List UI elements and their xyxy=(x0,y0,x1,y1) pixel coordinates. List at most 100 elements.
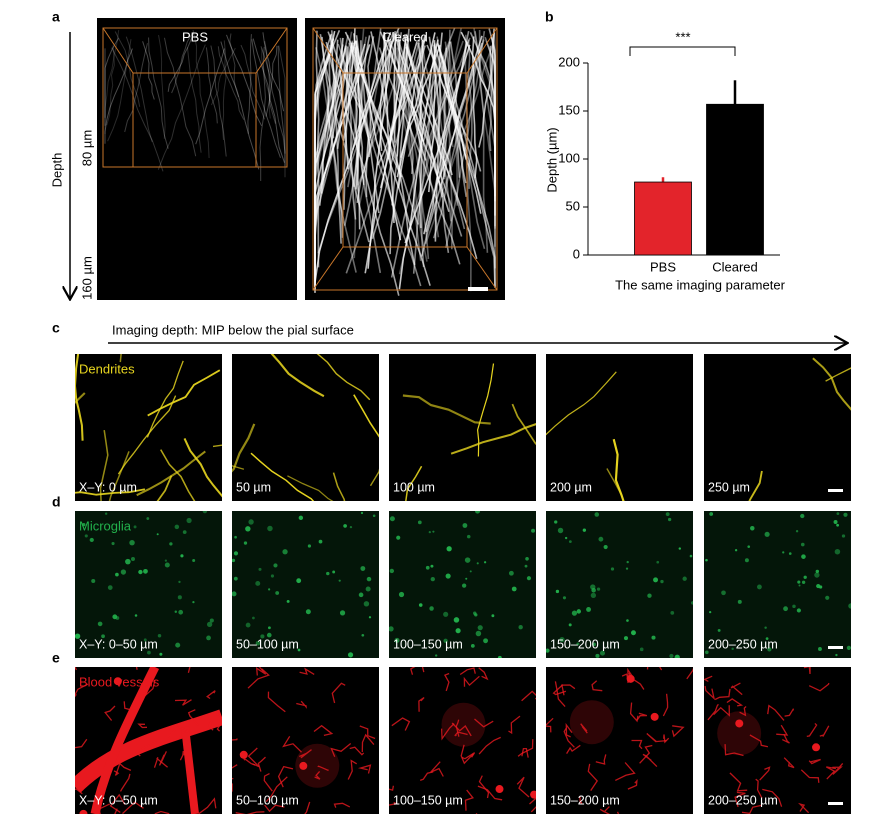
cell xyxy=(143,568,148,574)
panel-letter: c xyxy=(52,320,60,336)
cell xyxy=(592,642,596,647)
image-title: Cleared xyxy=(382,29,428,44)
capillary xyxy=(580,723,588,734)
capillary xyxy=(463,675,480,687)
capillary xyxy=(552,684,567,696)
capillary xyxy=(418,697,425,712)
vessel-dot xyxy=(299,761,308,770)
cell xyxy=(600,650,606,656)
cell xyxy=(841,534,846,538)
capillary xyxy=(153,757,169,768)
strand xyxy=(488,31,496,152)
capillary xyxy=(232,738,238,741)
image-tile xyxy=(232,667,379,814)
cell xyxy=(846,645,851,650)
image-texture xyxy=(389,667,536,814)
dendrite xyxy=(136,450,206,497)
strand xyxy=(437,45,467,184)
capillary xyxy=(242,756,256,766)
cell xyxy=(268,588,271,591)
capillary xyxy=(819,725,830,737)
cell xyxy=(750,525,755,531)
capillary xyxy=(359,725,376,740)
cell xyxy=(192,601,195,604)
capillary xyxy=(739,706,747,717)
cell xyxy=(630,630,636,636)
image-texture xyxy=(704,667,844,814)
cell xyxy=(483,638,489,644)
cell xyxy=(667,517,672,522)
cell xyxy=(518,625,523,630)
cell xyxy=(625,567,629,570)
cell xyxy=(398,591,405,598)
cell xyxy=(143,638,147,642)
cell xyxy=(360,511,364,515)
dendrite xyxy=(511,403,536,446)
dendrite xyxy=(160,449,196,501)
strand xyxy=(107,39,132,142)
strand xyxy=(195,48,226,145)
cell xyxy=(347,652,354,658)
capillary xyxy=(299,749,312,759)
cell xyxy=(474,613,478,617)
cell xyxy=(129,539,135,546)
vessel xyxy=(90,667,160,814)
cell xyxy=(318,539,323,544)
cell xyxy=(156,533,159,536)
cell xyxy=(358,592,364,598)
cell xyxy=(477,625,483,631)
strand xyxy=(277,46,286,154)
capillary xyxy=(187,667,191,673)
cell xyxy=(674,654,680,658)
dendrite xyxy=(75,354,84,441)
capillary xyxy=(704,675,713,682)
cell xyxy=(425,565,430,570)
cell xyxy=(559,636,565,643)
capillary xyxy=(296,700,307,709)
depth-tick: 80 µm xyxy=(79,130,94,166)
cell xyxy=(647,593,652,598)
cell xyxy=(75,633,81,639)
capillary xyxy=(142,680,156,699)
strand xyxy=(371,34,426,240)
cell xyxy=(138,569,143,575)
capillary xyxy=(646,733,667,743)
cell xyxy=(491,614,495,618)
vessel-dot xyxy=(239,750,248,759)
cell xyxy=(89,537,94,543)
cell xyxy=(576,642,580,646)
cell xyxy=(764,626,767,629)
cell xyxy=(430,564,434,568)
cell xyxy=(111,541,115,546)
cell xyxy=(125,558,131,565)
vessel-dot xyxy=(626,674,635,683)
image-texture xyxy=(232,667,376,814)
cell xyxy=(497,655,502,658)
capillary xyxy=(208,720,214,731)
cell xyxy=(174,524,180,530)
significance: *** xyxy=(675,29,690,44)
cell xyxy=(639,647,644,652)
cell xyxy=(192,558,196,562)
image-texture xyxy=(232,354,379,501)
capillary xyxy=(516,776,530,798)
cell xyxy=(394,637,400,643)
dendrite xyxy=(812,357,851,411)
strand xyxy=(394,34,427,161)
capillary xyxy=(75,683,89,698)
cell xyxy=(455,628,461,634)
bar xyxy=(706,103,764,256)
dendrite xyxy=(108,451,130,501)
cell xyxy=(232,558,236,563)
haze xyxy=(546,511,693,658)
cell xyxy=(626,619,629,622)
panel-letter: b xyxy=(545,9,554,25)
cell xyxy=(651,635,656,640)
strand xyxy=(423,35,483,235)
dendrite xyxy=(156,475,173,501)
cell xyxy=(177,595,182,600)
capillary xyxy=(104,705,116,721)
capillary xyxy=(206,690,216,700)
cell xyxy=(255,580,261,586)
cell xyxy=(594,512,600,517)
